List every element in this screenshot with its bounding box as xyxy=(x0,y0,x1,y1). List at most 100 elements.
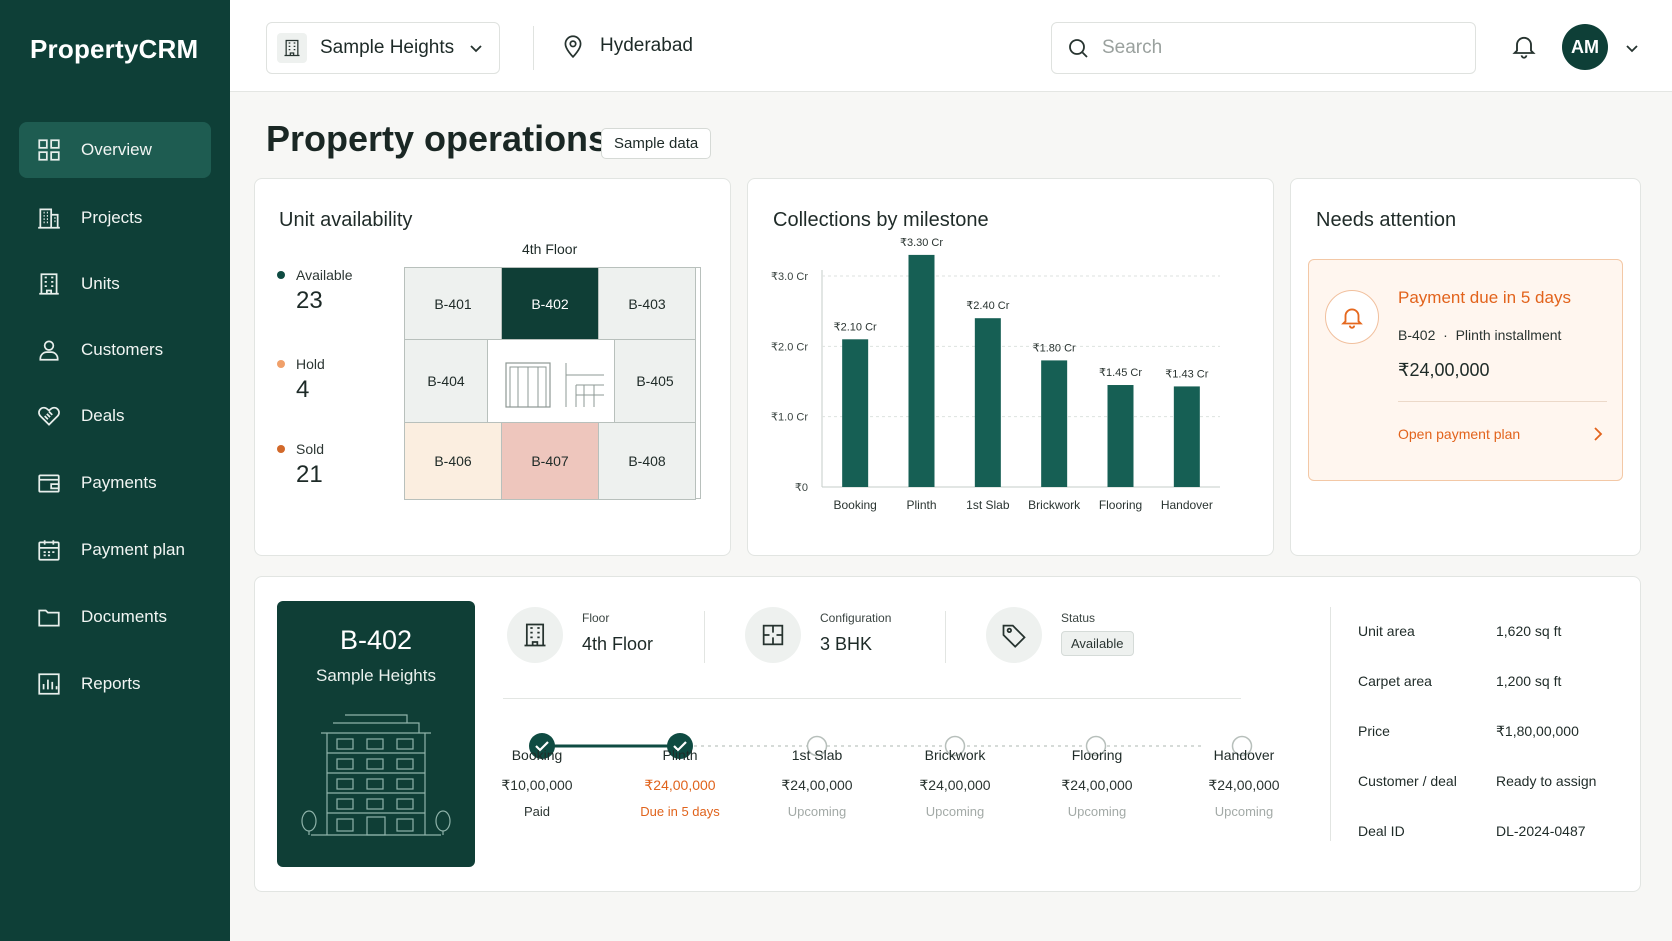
card-title: Unit availability xyxy=(279,209,413,231)
brand-logo[interactable]: PropertyCRM xyxy=(30,34,199,64)
divider xyxy=(945,611,946,663)
bar xyxy=(908,254,935,487)
milestone-amount: ₹24,00,000 xyxy=(1061,777,1133,793)
sidebar-item-overview[interactable]: Overview xyxy=(19,122,211,178)
configuration-meta: Configuration 3 BHK xyxy=(745,607,891,663)
unit-cell-b405[interactable]: B-405 xyxy=(614,339,696,423)
milestone-done-icon xyxy=(667,733,693,759)
sidebar-item-payment-plan[interactable]: Payment plan xyxy=(19,522,211,578)
search-input[interactable] xyxy=(1102,37,1452,59)
x-tick-label: Booking xyxy=(833,498,876,512)
notifications-button[interactable] xyxy=(1510,32,1540,62)
milestone-brickwork: Brickwork ₹24,00,000 Upcoming xyxy=(895,747,1015,819)
grid-icon xyxy=(35,136,63,164)
milestone-name: 1st Slab xyxy=(791,747,843,763)
legend-count: 4 xyxy=(296,376,310,403)
calendar-icon xyxy=(35,536,63,564)
collections-bar-chart: ₹0 ₹1.0 Cr ₹2.0 Cr ₹3.0 Cr ₹2.10 Cr Booking ₹3… xyxy=(771,237,1220,512)
sidebar-item-customers[interactable]: Customers xyxy=(19,322,211,378)
x-tick-label: Flooring xyxy=(1099,498,1142,512)
unit-cell-b407[interactable]: B-407 xyxy=(501,422,599,500)
divider xyxy=(704,611,705,663)
avatar[interactable]: AM xyxy=(1562,24,1608,70)
collections-card: Collections by milestone ₹0 ₹1.0 Cr ₹2.0 C… xyxy=(747,178,1274,556)
meta-value: 4th Floor xyxy=(582,634,654,654)
unit-cell-b404[interactable]: B-404 xyxy=(404,339,488,423)
sidebar-item-label: Customers xyxy=(81,340,164,359)
unit-availability-card: Unit availability Available 23 Hold 4 So… xyxy=(254,178,731,556)
data-label: ₹1.80 Cr xyxy=(1033,342,1076,354)
bar xyxy=(842,339,869,487)
sidebar-item-projects[interactable]: Projects xyxy=(19,190,211,246)
milestone-amount: ₹24,00,000 xyxy=(919,777,991,793)
floor-meta: Floor 4th Floor xyxy=(507,607,653,663)
status-dot xyxy=(277,445,285,453)
milestone-amount: ₹24,00,000 xyxy=(644,777,716,793)
project-selector[interactable]: Sample Heights xyxy=(266,22,500,74)
user-icon xyxy=(35,336,63,364)
open-payment-plan-link[interactable]: Open payment plan xyxy=(1398,426,1521,442)
milestone-name: Booking xyxy=(511,747,563,763)
floor-label: 4th Floor xyxy=(522,241,578,257)
unit-cell-b403[interactable]: B-403 xyxy=(598,267,696,340)
needs-attention-card: Needs attention Payment due in 5 days B-… xyxy=(1290,178,1641,556)
chevron-down-icon xyxy=(470,45,482,53)
milestone-name: Flooring xyxy=(1071,747,1123,763)
sidebar-item-reports[interactable]: Reports xyxy=(19,656,211,712)
legend-label: Hold xyxy=(296,356,325,372)
milestone-status: Paid xyxy=(523,804,551,819)
sidebar-item-documents[interactable]: Documents xyxy=(19,589,211,645)
building-illustration xyxy=(301,714,451,836)
x-tick-label: Plinth xyxy=(906,498,936,512)
milestone-status: Upcoming xyxy=(787,804,847,819)
stairs-lift-icon xyxy=(505,362,604,408)
legend-label: Available xyxy=(296,267,353,283)
page-title: Property operations xyxy=(266,118,609,159)
alert-amount: ₹24,00,000 xyxy=(1398,360,1490,380)
milestone-amount: ₹10,00,000 xyxy=(501,777,573,793)
fact-label: Unit area xyxy=(1358,623,1415,639)
units-icon xyxy=(35,270,63,298)
legend-available: Available 23 xyxy=(277,267,353,315)
sample-data-badge: Sample data xyxy=(601,128,712,159)
milestone-name: Plinth xyxy=(662,747,698,763)
fact-value: 1,620 sq ft xyxy=(1496,623,1562,639)
x-tick-label: Brickwork xyxy=(1028,498,1081,512)
divider xyxy=(1398,401,1607,402)
status-badge: Available xyxy=(1061,631,1134,656)
alert-separator: · xyxy=(1443,327,1448,343)
x-tick-label: 1st Slab xyxy=(966,498,1010,512)
location-selector[interactable]: Hyderabad xyxy=(560,33,693,59)
milestone-pending-icon xyxy=(806,735,828,757)
card-title: Needs attention xyxy=(1316,209,1457,231)
data-label: ₹2.40 Cr xyxy=(966,300,1009,312)
milestone-1st-slab: 1st Slab ₹24,00,000 Upcoming xyxy=(757,747,877,819)
location-name: Hyderabad xyxy=(600,35,693,56)
status-meta: Status Available xyxy=(986,607,1134,663)
bar xyxy=(1041,360,1068,487)
sidebar-item-deals[interactable]: Deals xyxy=(19,388,211,444)
milestone-amount: ₹24,00,000 xyxy=(1208,777,1280,793)
chevron-right-icon[interactable] xyxy=(1591,426,1605,442)
milestone-plinth: Plinth ₹24,00,000 Due in 5 days xyxy=(620,747,740,819)
floor-plan: B-401 B-402 B-403 B-404 B-405 B-406 B-40… xyxy=(404,267,701,500)
milestone-status: Upcoming xyxy=(1067,804,1127,819)
alert-bell xyxy=(1325,290,1379,344)
unit-cell-b401[interactable]: B-401 xyxy=(404,267,502,340)
search-box[interactable] xyxy=(1051,22,1476,74)
sidebar-item-units[interactable]: Units xyxy=(19,256,211,312)
unit-cell-b406[interactable]: B-406 xyxy=(404,422,502,500)
fact-value: ₹1,80,00,000 xyxy=(1496,723,1579,739)
unit-cell-b408[interactable]: B-408 xyxy=(598,422,696,500)
milestone-pending-icon xyxy=(1085,735,1107,757)
payment-alert: Payment due in 5 days B-402 · Plinth ins… xyxy=(1308,259,1623,481)
divider xyxy=(503,698,1241,699)
meta-value: 3 BHK xyxy=(820,634,873,654)
chevron-down-icon[interactable] xyxy=(1624,40,1640,56)
sidebar-item-label: Payment plan xyxy=(81,540,185,559)
y-tick-label: ₹1.0 Cr xyxy=(771,412,808,424)
unit-cell-b402[interactable]: B-402 xyxy=(501,267,599,340)
status-dot xyxy=(277,360,285,368)
x-tick-label: Handover xyxy=(1161,498,1213,512)
sidebar-item-payments[interactable]: Payments xyxy=(19,455,211,511)
